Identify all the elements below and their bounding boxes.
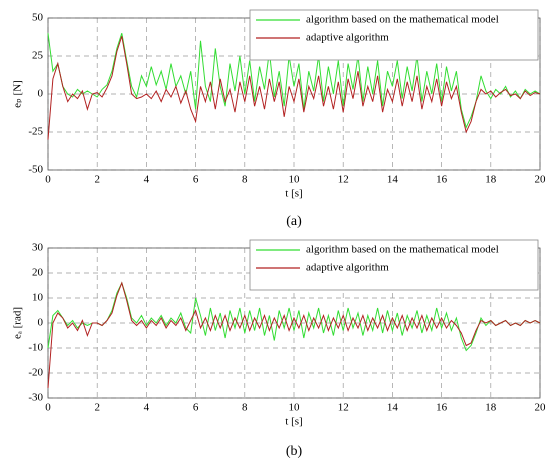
x-tick-label: 2	[94, 174, 100, 186]
legend-box	[249, 239, 539, 291]
x-tick-label: 10	[289, 402, 301, 414]
x-tick-label: 0	[45, 174, 51, 186]
x-tick-label: 20	[535, 174, 547, 186]
x-tick-label: 12	[338, 174, 349, 186]
y-tick-label: 20	[32, 267, 44, 279]
series-line	[47, 281, 541, 389]
x-tick-label: 2	[94, 402, 100, 414]
series-line	[47, 33, 541, 129]
x-tick-label: 14	[387, 174, 399, 186]
y-tick-label: -10	[28, 342, 43, 354]
y-tick-label: -50	[28, 164, 43, 176]
x-tick-label: 16	[436, 402, 448, 414]
x-axis-label: t [s]	[285, 416, 302, 428]
y-tick-label: -25	[28, 126, 43, 138]
legend-label: adaptive algorithm	[306, 262, 389, 274]
x-tick-label: 18	[485, 402, 497, 414]
x-tick-label: 12	[338, 402, 349, 414]
series-line	[47, 36, 541, 140]
y-tick-label: 50	[32, 12, 44, 24]
x-tick-label: 8	[242, 402, 248, 414]
legend-label: algorithm based on the mathematical mode…	[306, 244, 499, 256]
y-tick-label: 10	[32, 292, 44, 304]
x-tick-label: 4	[144, 174, 150, 186]
x-tick-label: 10	[289, 174, 301, 186]
y-tick-label: 0	[38, 88, 44, 100]
legend-label: adaptive algorithm	[306, 32, 389, 44]
caption: (b)	[286, 444, 303, 459]
y-tick-label: -30	[28, 392, 43, 404]
y-axis-label: eₚ [N]	[12, 80, 24, 108]
caption: (a)	[286, 214, 302, 229]
x-tick-label: 20	[535, 402, 547, 414]
x-tick-label: 14	[387, 402, 399, 414]
x-tick-label: 18	[485, 174, 497, 186]
y-axis-label: eₐ [rad]	[12, 307, 24, 339]
x-tick-label: 6	[193, 402, 199, 414]
y-tick-label: 0	[38, 317, 44, 329]
y-tick-label: 30	[32, 242, 44, 254]
legend-box	[249, 9, 539, 61]
x-tick-label: 0	[45, 402, 51, 414]
legend-label: algorithm based on the mathematical mode…	[306, 14, 499, 26]
x-tick-label: 6	[193, 174, 199, 186]
x-tick-label: 4	[144, 402, 150, 414]
y-tick-label: -20	[28, 367, 43, 379]
x-tick-label: 8	[242, 174, 248, 186]
y-tick-label: 25	[32, 50, 44, 62]
series-line	[47, 281, 541, 352]
x-axis-label: t [s]	[285, 188, 302, 200]
x-tick-label: 16	[436, 174, 448, 186]
